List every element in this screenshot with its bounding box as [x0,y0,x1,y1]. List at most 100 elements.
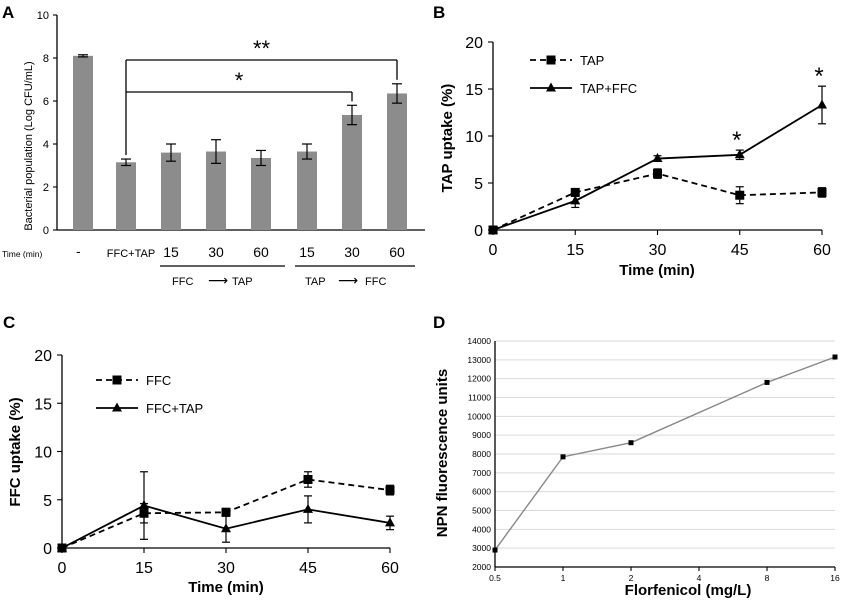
y-tick-label: 8 [43,53,49,65]
x-tick-label: 15 [135,560,153,577]
legend-marker [112,402,122,412]
data-point [221,523,231,533]
series-line-tap [492,172,823,231]
panel-d-x-label: Florfenicol (mg/L) [625,582,752,599]
legend-label: TAP+FFC [580,81,637,96]
data-point [764,379,770,385]
y-tick-label: 12000 [467,374,491,384]
x-tick-label: 0 [489,242,498,259]
x-tick-label: 60 [813,242,831,259]
y-tick-label: 11000 [468,393,491,403]
significance-star: ** [253,36,271,61]
legend-marker [546,82,556,92]
data-point [57,542,67,552]
panel-a-bar-chart: Bacterial population (Log CFU/mL) Time (… [2,15,425,288]
data-point [817,99,827,109]
x-tick-label: 30 [649,242,667,259]
bar [161,152,181,230]
x-tick-label: 15 [566,242,584,259]
data-point [652,153,663,163]
bar [297,151,317,230]
x-tick-label: 45 [731,242,749,259]
y-tick-label: 4 [43,139,49,151]
y-tick-label: 5000 [472,506,491,516]
bar [342,114,362,230]
x-tick-label: 0.5 [489,573,501,583]
bar [116,162,136,230]
y-tick-label: 15 [465,82,483,99]
group-label-ffc-tap-b: TAP [232,276,253,288]
y-tick-label: 15 [34,396,52,413]
data-point [492,547,498,553]
panel-c-x-label: Time (min) [188,579,264,596]
y-tick-label: 5 [43,493,52,510]
significance-star: * [814,63,823,90]
group-label-tap-ffc-a: TAP [305,276,326,288]
panel-b-y-label: TAP uptake (%) [439,84,456,193]
group-label-tap-ffc-b: FFC [365,276,386,288]
x-tick-label: 16 [830,573,840,583]
panel-label-b: B [433,3,445,22]
y-tick-label: 20 [465,35,483,52]
x-tick-label: 8 [765,573,770,583]
y-tick-label: 6000 [472,487,491,497]
y-tick-label: 9000 [472,430,491,440]
x-tick-label: 15 [299,244,315,260]
data-point [653,169,662,179]
x-tick-label: 30 [208,244,224,260]
x-tick-label: 45 [299,560,317,577]
y-tick-label: 5 [474,176,483,193]
x-tick-label: 1 [561,573,566,583]
panel-c-y-label: FFC uptake (%) [7,397,24,506]
y-tick-label: 0 [43,541,52,558]
x-tick-label: 60 [253,244,269,260]
bar [73,55,93,230]
data-point [385,517,395,527]
data-point [570,187,580,197]
legend-label: FFC+TAP [146,401,203,416]
panel-a-y-label: Bacterial population (Log CFU/mL) [23,61,35,230]
panel-d-line-chart: NPN fluorescence units Florfenicol (mg/L… [434,369,751,599]
y-tick-label: 10 [465,129,483,146]
data-point [628,440,634,446]
panel-a-x-label: Time (min) [2,249,42,259]
x-tick-label: 60 [389,244,405,260]
y-tick-label: 14000 [467,336,491,346]
data-point [817,187,827,197]
legend-marker [112,375,122,385]
x-tick-label: 60 [381,560,399,577]
panel-b-x-label: Time (min) [619,262,695,279]
data-point [560,454,566,460]
bar [387,93,407,230]
data-point [570,195,581,205]
x-tick-label: 4 [697,573,702,583]
y-tick-label: 2 [43,182,49,194]
significance-star: * [235,68,244,93]
y-tick-label: 10 [34,445,52,462]
data-point [221,507,231,517]
y-tick-label: 13000 [467,355,491,365]
y-tick-label: 0 [43,225,49,237]
panel-d-y-label: NPN fluorescence units [434,369,451,537]
x-tick-label: - [76,243,81,259]
y-tick-label: 0 [474,223,483,240]
bar [206,151,226,230]
x-tick-label: 15 [163,244,179,260]
data-point [488,224,498,234]
y-tick-label: 10 [37,10,49,22]
y-tick-label: 20 [34,348,52,365]
x-tick-label: 30 [344,244,360,260]
data-point [735,190,745,200]
legend-marker [546,55,556,65]
significance-star: * [732,127,741,154]
arrow-icon: ⟶ [338,272,358,288]
y-tick-label: 10000 [467,411,491,421]
panel-label-c: C [3,313,15,332]
y-tick-label: 8000 [472,449,491,459]
bar [251,157,271,230]
legend-label: TAP [580,53,604,68]
series-line-tap-ffc [492,104,823,231]
group-label-ffc-tap-a: FFC [172,276,193,288]
